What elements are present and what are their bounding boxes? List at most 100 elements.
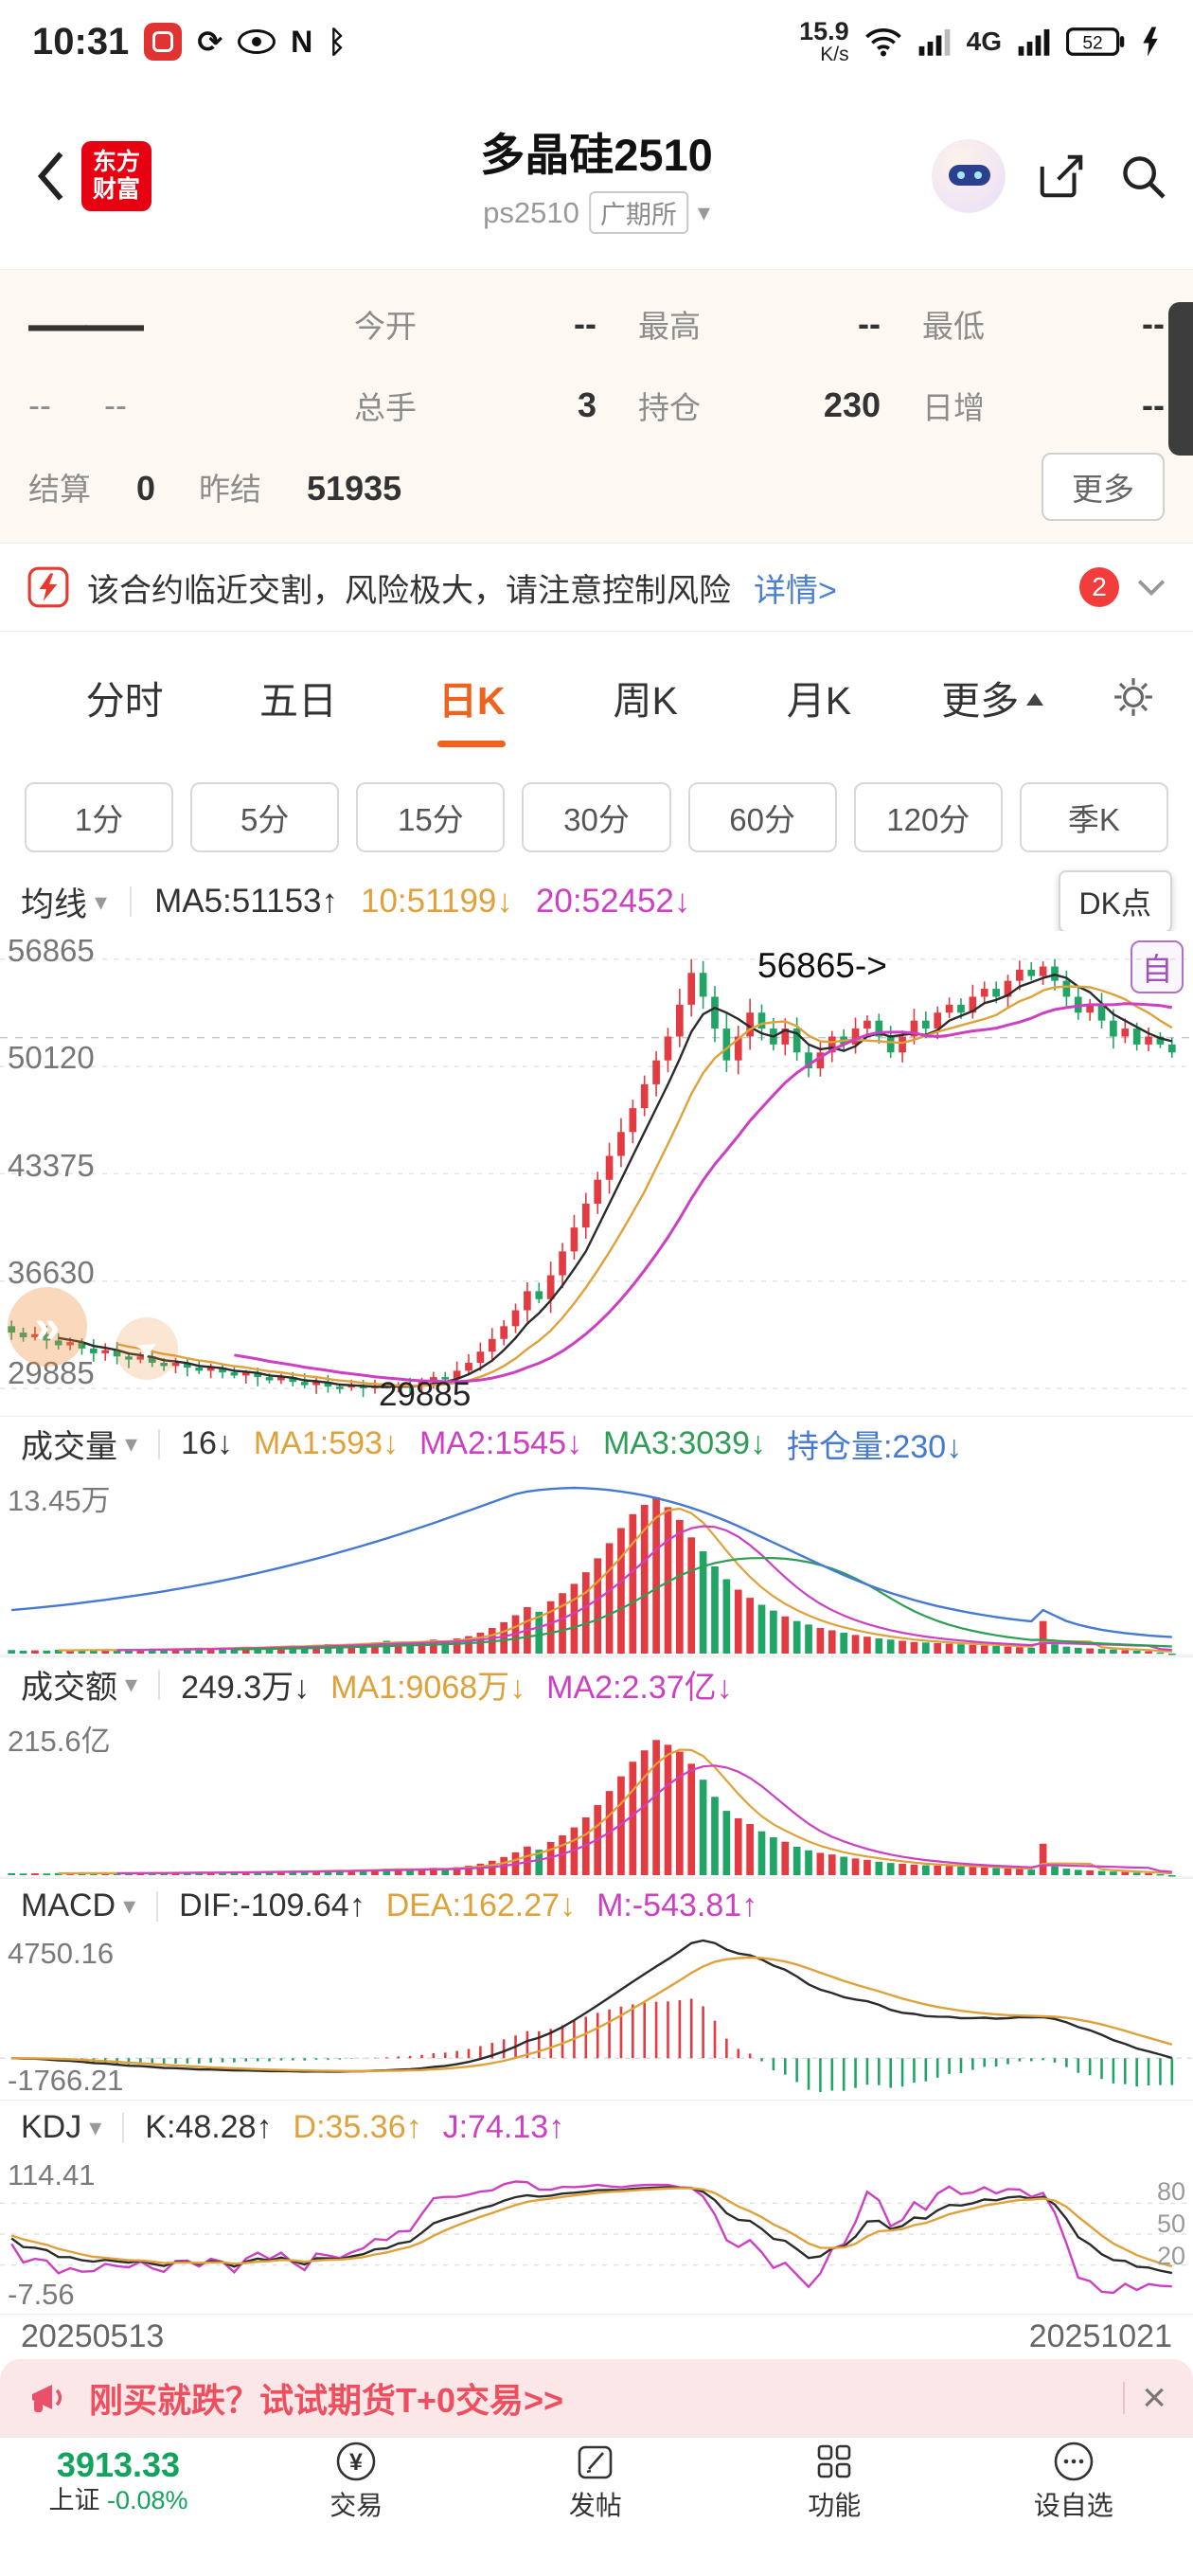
date-end: 20251021 [1028, 2318, 1172, 2354]
collapse-chevron-icon[interactable] [1136, 578, 1166, 597]
tab-daily-k[interactable]: 日K [385, 632, 559, 762]
chevron-down-icon: ▾ [123, 1891, 136, 1920]
period-60min[interactable]: 60分 [687, 782, 837, 852]
share-icon[interactable] [1036, 151, 1087, 202]
macd-m: M:-543.81↑ [596, 1887, 758, 1923]
chevron-down-icon[interactable]: ▾ [697, 198, 710, 226]
quote-field-open: 今开 -- [354, 304, 596, 344]
dk-point-button[interactable]: DK点 [1058, 870, 1172, 933]
quote-field-openinterest: 持仓 230 [638, 385, 881, 425]
kdj-canvas[interactable] [0, 2155, 1193, 2314]
period-1min[interactable]: 1分 [25, 782, 174, 852]
warning-text: 该合约临近交割，风险极大，请注意控制风险 [87, 572, 731, 609]
quote-field-high: 最高 -- [638, 304, 881, 344]
amount-canvas[interactable] [0, 1711, 1193, 1878]
quote-field-volume: 总手 3 [354, 385, 596, 425]
sync-icon: ⟳ [197, 25, 223, 59]
macd-chart[interactable]: 4750.16 -1766.21 [0, 1933, 1193, 2100]
quote-field-oi-change: 日增 -- [922, 385, 1165, 425]
expand-button[interactable]: » [8, 1287, 87, 1367]
promo-text[interactable]: 刚买就跌？试试期货T+0交易>> [89, 2381, 564, 2420]
volume-value: 16↓ [181, 1425, 233, 1461]
bottom-nav: 3913.33 上证 -0.08% ¥ 交易 发帖 功能 [0, 2437, 1193, 2524]
kdj-selector[interactable]: KDJ ▾ [21, 2109, 102, 2145]
nav-trade[interactable]: ¥ 交易 [237, 2440, 476, 2523]
amount-chart[interactable]: 215.6亿 [0, 1711, 1193, 1878]
date-axis: 20250513 20251021 [0, 2314, 1193, 2359]
macd-dif: DIF:-109.64↑ [179, 1887, 365, 1923]
period-quarter-k[interactable]: 季K [1019, 782, 1168, 852]
volume-selector[interactable]: 成交量 ▾ [21, 1429, 138, 1465]
close-icon[interactable]: × [1142, 2374, 1166, 2421]
candlestick-canvas[interactable] [0, 931, 1193, 1416]
kdj-j: J:74.13↑ [442, 2109, 565, 2145]
macd-dea: DEA:162.27↓ [385, 1887, 577, 1923]
notification-app-icon [144, 23, 183, 61]
ma10-value: 10:51199↓ [361, 883, 513, 920]
risk-alert-icon [27, 566, 69, 608]
more-button[interactable]: 更多 [1042, 453, 1165, 521]
exchange-badge: 广期所 [588, 191, 688, 234]
y-axis-label: 43375 [8, 1148, 95, 1183]
kdj-d: D:35.36↑ [293, 2109, 422, 2145]
tab-monthly-k[interactable]: 月K [786, 679, 852, 723]
nav-watchlist[interactable]: 设自选 [954, 2440, 1193, 2523]
chart-tab-bar: 分时 五日 日K 周K 月K 更多 [0, 632, 1193, 762]
auto-badge[interactable]: 自 [1131, 940, 1184, 993]
assistant-avatar[interactable] [932, 139, 1006, 213]
ma-selector[interactable]: 均线 ▾ [21, 886, 108, 923]
period-120min[interactable]: 120分 [853, 782, 1003, 852]
signal-bars-icon [918, 28, 951, 56]
gear-icon[interactable] [1112, 675, 1155, 719]
promo-banner[interactable]: 刚买就跌？试试期货T+0交易>> × [0, 2359, 1193, 2437]
search-icon[interactable] [1117, 151, 1168, 202]
nav-post[interactable]: 发帖 [476, 2440, 716, 2523]
kdj-k: K:48.28↑ [145, 2109, 273, 2145]
amount-selector[interactable]: 成交额 ▾ [21, 1670, 138, 1706]
volume-ma1: MA1:593↓ [253, 1425, 399, 1461]
wifi-icon [864, 28, 901, 57]
index-change: -0.08% [106, 2486, 188, 2515]
kdj-legend-row: KDJ ▾ K:48.28↑ D:35.36↑ J:74.13↑ [0, 2100, 1193, 2155]
app-logo: 东方 财富 [81, 141, 151, 211]
last-price: —— [28, 291, 144, 357]
tab-5day[interactable]: 五日 [258, 679, 337, 723]
amount-value: 249.3万↓ [181, 1670, 311, 1706]
index-quote-item[interactable]: 3913.33 上证 -0.08% [0, 2446, 237, 2515]
clock: 10:31 [32, 20, 130, 63]
trade-yuan-icon: ¥ [336, 2442, 376, 2480]
chevron-down-icon: ▾ [95, 886, 108, 916]
volume-canvas[interactable] [0, 1471, 1193, 1656]
side-drawer-handle[interactable] [1168, 302, 1193, 456]
volume-chart[interactable]: 13.45万 [0, 1471, 1193, 1656]
kdj-chart[interactable]: 114.41 -7.56 80 50 20 [0, 2155, 1193, 2314]
kdj-right-label-80: 80 [1156, 2177, 1185, 2206]
tab-weekly-k[interactable]: 周K [613, 679, 678, 723]
network-speed: 15.9 K/s [799, 16, 849, 66]
period-15min[interactable]: 15分 [356, 782, 506, 852]
tab-minute[interactable]: 分时 [85, 679, 164, 723]
kdj-right-label-50: 50 [1156, 2209, 1185, 2238]
page-header: 东方 财富 多晶硅2510 ps2510 广期所 ▾ [0, 83, 1193, 269]
y-axis-label: 56865 [8, 933, 95, 968]
eye-comfort-icon [238, 29, 276, 54]
macd-selector[interactable]: MACD ▾ [21, 1887, 136, 1923]
low-price-marker: 29885 [379, 1376, 472, 1413]
nav-functions[interactable]: 功能 [715, 2440, 954, 2523]
chevron-down-icon: ▾ [125, 1670, 138, 1698]
date-start: 20250513 [21, 2318, 165, 2354]
volume-ma2: MA2:1545↓ [418, 1425, 582, 1461]
period-30min[interactable]: 30分 [522, 782, 671, 852]
details-link[interactable]: 详情> [754, 572, 837, 609]
triangle-up-icon [1026, 692, 1044, 706]
svg-text:¥: ¥ [349, 2449, 363, 2476]
period-5min[interactable]: 5分 [190, 782, 340, 852]
quote-field-settle: 结算 0 [28, 469, 156, 508]
post-pencil-icon [578, 2445, 613, 2478]
amount-ma2: MA2:2.37亿↓ [546, 1670, 733, 1706]
tab-more[interactable]: 更多 [906, 669, 1079, 725]
back-button[interactable] [25, 142, 78, 210]
macd-canvas[interactable] [0, 1933, 1193, 2100]
notice-badge[interactable]: 2 [1079, 567, 1119, 607]
